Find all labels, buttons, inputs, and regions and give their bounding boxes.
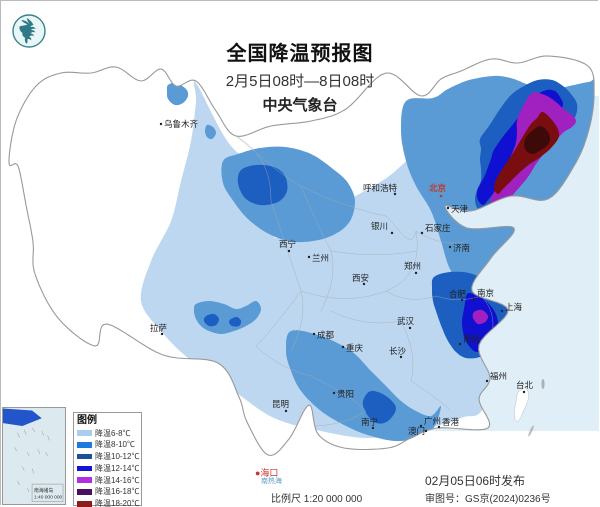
svg-text:南京: 南京 [477, 288, 494, 298]
svg-text:昆明: 昆明 [272, 399, 289, 409]
svg-text:兰州: 兰州 [312, 253, 329, 263]
svg-text:香港: 香港 [442, 417, 460, 427]
svg-text:呼和浩特: 呼和浩特 [363, 183, 398, 193]
svg-text:石家庄: 石家庄 [425, 223, 451, 233]
svg-text:成都: 成都 [317, 330, 335, 340]
svg-text:澳门: 澳门 [408, 426, 425, 436]
svg-text:乌鲁木齐: 乌鲁木齐 [164, 119, 199, 129]
svg-text:南海诸岛: 南海诸岛 [34, 487, 53, 494]
svg-text:天津: 天津 [451, 204, 469, 214]
svg-text:武汉: 武汉 [397, 316, 415, 326]
svg-text:西安: 西安 [352, 273, 369, 283]
svg-text:重庆: 重庆 [346, 343, 364, 353]
svg-text:上海: 上海 [505, 302, 523, 312]
svg-text:广州: 广州 [424, 416, 441, 426]
svg-text:长沙: 长沙 [389, 346, 407, 356]
svg-text:北京: 北京 [429, 183, 447, 193]
svg-text:郑州: 郑州 [404, 261, 421, 271]
svg-text:台北: 台北 [516, 380, 534, 390]
svg-text:南昌: 南昌 [463, 334, 480, 344]
svg-text:合肥: 合肥 [449, 289, 467, 299]
svg-text:西宁: 西宁 [279, 239, 296, 249]
svg-text:南宁: 南宁 [361, 417, 378, 427]
svg-text:济南: 济南 [453, 243, 470, 253]
svg-text:银川: 银川 [371, 221, 388, 231]
svg-text:拉萨: 拉萨 [150, 323, 168, 333]
svg-text:福州: 福州 [490, 371, 507, 381]
svg-text:1:40 000 000: 1:40 000 000 [34, 495, 63, 501]
svg-text:贵阳: 贵阳 [337, 389, 354, 399]
